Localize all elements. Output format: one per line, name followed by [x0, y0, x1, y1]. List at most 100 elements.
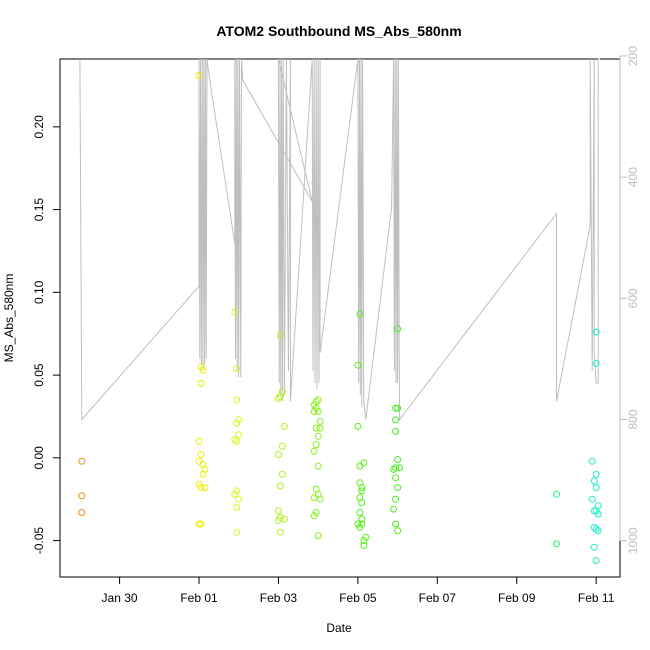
data-point: [199, 366, 207, 374]
points-layer: [78, 72, 602, 564]
x-axis: Jan 30 Feb 01 Feb 03 Feb 05 Feb 07 Feb 09 Feb …: [102, 576, 615, 605]
x-tick-label: Jan 30: [102, 591, 138, 605]
data-point: [274, 507, 282, 515]
data-point: [392, 495, 400, 503]
data-point: [235, 431, 243, 439]
data-point: [276, 331, 284, 339]
data-point: [233, 419, 241, 427]
data-point: [394, 325, 402, 333]
data-point: [312, 398, 320, 406]
x-tick-label: Feb 05: [339, 591, 377, 605]
data-point: [312, 441, 320, 449]
data-point: [396, 464, 404, 472]
data-point: [195, 520, 203, 528]
data-point: [358, 515, 366, 523]
y2-tick-label: 400: [626, 167, 640, 187]
data-point: [594, 527, 602, 535]
data-point: [356, 310, 364, 318]
data-point: [392, 404, 400, 412]
data-point: [590, 543, 598, 551]
data-point: [356, 509, 364, 516]
data-point: [316, 495, 324, 503]
data-point: [274, 451, 282, 458]
y-tick-label: 0.05: [32, 363, 46, 387]
data-point: [197, 484, 205, 492]
data-point: [233, 437, 241, 445]
data-point: [310, 494, 318, 502]
y-tick-label: 0.15: [32, 198, 46, 222]
data-point: [195, 437, 203, 445]
data-point: [592, 360, 600, 367]
x-tick-label: Feb 07: [419, 591, 457, 605]
data-point: [314, 396, 322, 404]
data-point: [312, 424, 320, 432]
data-point: [233, 365, 241, 372]
plot-frame: [59, 58, 621, 578]
x-tick-label: Feb 01: [180, 591, 218, 605]
y-tick-label: -0.05: [32, 527, 46, 555]
data-point: [197, 379, 205, 387]
data-point: [233, 504, 241, 511]
data-point: [358, 487, 366, 495]
data-point: [310, 408, 318, 415]
x-tick-label: Feb 09: [498, 591, 536, 605]
data-point: [553, 490, 560, 498]
data-point: [358, 499, 366, 506]
data-point: [195, 457, 203, 465]
pressure-trace-line: [79, 58, 601, 421]
data-point: [274, 517, 282, 525]
data-point: [356, 462, 364, 470]
data-point: [233, 528, 241, 536]
x-axis-label: Date: [326, 621, 352, 635]
y2-axis: 200 400 600 800 1000: [619, 46, 640, 554]
data-point: [592, 470, 600, 478]
data-point: [390, 505, 398, 513]
data-point: [394, 527, 402, 535]
data-point: [316, 417, 324, 425]
data-point: [590, 477, 598, 485]
data-point: [394, 484, 402, 492]
pressure-layer: [79, 58, 601, 421]
data-point: [360, 459, 368, 467]
data-point: [276, 393, 284, 401]
data-point: [592, 328, 600, 336]
data-point: [392, 520, 400, 528]
data-point: [354, 520, 362, 528]
data-point: [392, 474, 400, 482]
data-point: [278, 442, 286, 450]
data-point: [78, 457, 86, 465]
data-point: [195, 72, 203, 79]
data-point: [235, 495, 243, 503]
data-point: [588, 495, 596, 503]
data-point: [310, 447, 318, 455]
data-point: [233, 487, 241, 495]
x-tick-label: Feb 11: [578, 591, 615, 605]
data-point: [314, 462, 322, 470]
data-point: [592, 484, 600, 492]
data-point: [354, 422, 362, 430]
data-point: [201, 484, 209, 492]
data-point: [314, 532, 322, 540]
y2-tick-label: 1000: [626, 527, 640, 554]
data-point: [392, 416, 400, 424]
data-point: [356, 523, 364, 531]
data-point: [199, 470, 207, 478]
data-point: [392, 464, 400, 472]
chart-title: ATOM2 Southbound MS_Abs_580nm: [216, 23, 461, 39]
y-tick-label: 0.10: [32, 280, 46, 304]
y2-tick-label: 600: [626, 288, 640, 308]
data-point: [280, 422, 288, 430]
data-point: [231, 308, 239, 316]
data-point: [594, 510, 602, 518]
data-point: [553, 540, 560, 548]
data-point: [78, 492, 86, 500]
data-point: [233, 396, 241, 404]
data-point: [314, 408, 322, 415]
y-tick-label: 0.20: [32, 115, 46, 139]
y-axis-label: MS_Abs_580nm: [2, 274, 16, 363]
data-point: [354, 361, 362, 369]
data-point: [592, 525, 600, 533]
data-point: [78, 509, 86, 516]
data-point: [278, 470, 286, 478]
